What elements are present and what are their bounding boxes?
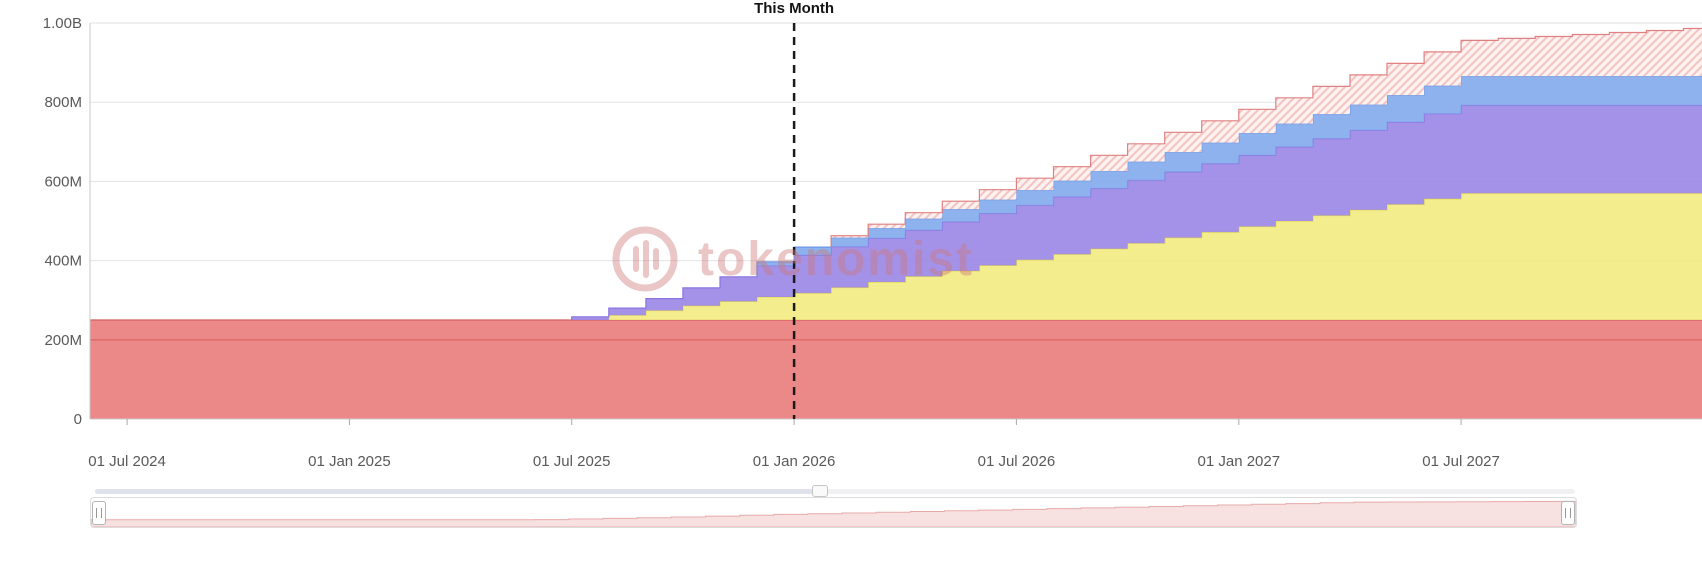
y-axis-label: 0 [74,411,82,428]
range-navigator[interactable] [90,497,1577,528]
unlock-schedule-chart[interactable]: 01 Jul 2024 01 Jan 2025 01 Jul 2025 01 Jan … [0,0,1702,480]
yellow-area [90,193,1702,320]
y-axis-label: 800M [44,94,82,111]
y-axis-label: 600M [44,173,82,190]
x-axis-label: 01 Jul 2027 [1422,453,1500,470]
y-axis-label: 1.00B [43,15,82,32]
y-axis-label: 200M [44,332,82,349]
navigator-right-handle[interactable] [1561,500,1575,525]
chart-scrollbar-thumb[interactable] [95,489,821,494]
y-axis-label: 400M [44,253,82,270]
this-month-label: This Month [754,0,834,17]
blue-area [90,76,1702,320]
x-axis-label: 01 Jan 2027 [1198,453,1281,470]
red-area-lower [90,339,1702,419]
chart-scrollbar-knob[interactable] [812,485,829,497]
purple-area [90,105,1702,321]
pink-hatched-area-border [830,27,1702,248]
chart-scrollbar-track[interactable] [95,485,1575,497]
pink-hatched-area [90,28,1702,320]
x-axis-label: 01 Jul 2024 [88,453,166,470]
navigator-left-handle[interactable] [92,500,106,525]
navigator-mini-chart [91,500,1576,527]
x-axis-label: 01 Jan 2025 [308,453,391,470]
x-axis-label: 01 Jul 2025 [533,453,611,470]
navigator-area [91,500,1576,527]
x-axis-label: 01 Jan 2026 [753,453,836,470]
red-area-upper [90,320,1702,340]
x-axis-label: 01 Jul 2026 [978,453,1056,470]
